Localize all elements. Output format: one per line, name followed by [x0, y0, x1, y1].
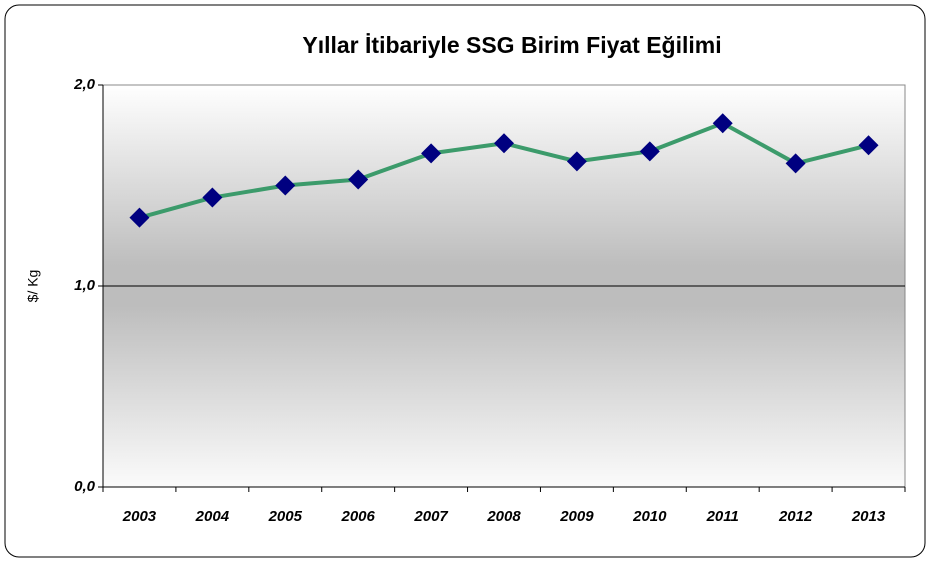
- marker: [202, 187, 223, 208]
- marker: [712, 113, 733, 134]
- y-tick-label: 1,0: [74, 277, 96, 294]
- chart-title: Yıllar İtibariyle SSG Birim Fiyat Eğilim…: [302, 32, 721, 58]
- x-tick-label: 2006: [340, 508, 375, 525]
- marker: [494, 133, 514, 154]
- y-tick-label: 0,0: [74, 478, 96, 495]
- x-tick-label: 2010: [632, 508, 667, 525]
- x-tick-label: 2012: [778, 508, 813, 525]
- x-tick-label: 2007: [413, 508, 448, 525]
- marker: [348, 169, 369, 190]
- x-tick-label: 2009: [559, 508, 594, 525]
- x-tick-label: 2004: [195, 508, 230, 525]
- marker: [785, 153, 806, 174]
- y-axis-label: $/ Kg: [25, 270, 41, 303]
- x-tick-label: 2013: [851, 508, 886, 525]
- x-tick-label: 2008: [486, 508, 521, 525]
- y-tick-label: 2,0: [73, 76, 96, 93]
- marker: [129, 207, 150, 228]
- x-tick-label: 2003: [122, 508, 157, 525]
- x-tick-label: 2011: [706, 508, 739, 525]
- x-tick-label: 2005: [268, 508, 303, 525]
- marker: [858, 135, 879, 156]
- marker: [421, 143, 442, 164]
- marker: [566, 151, 587, 172]
- marker: [639, 141, 660, 162]
- marker: [275, 175, 296, 196]
